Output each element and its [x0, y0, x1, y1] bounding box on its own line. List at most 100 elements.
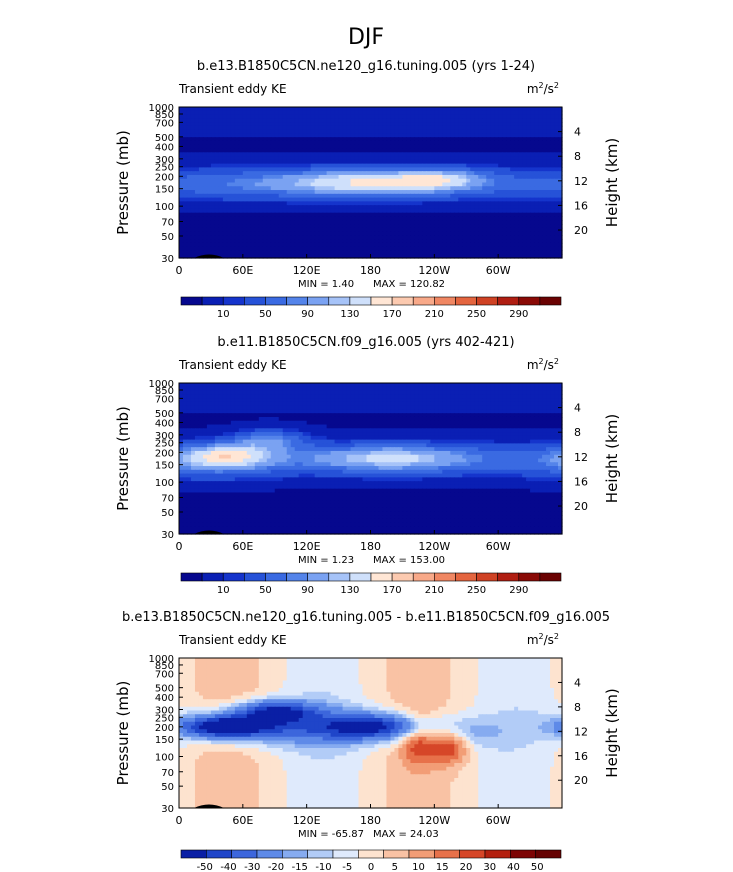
field-cell	[502, 242, 507, 248]
field-cell	[278, 110, 284, 116]
field-cell	[410, 227, 415, 233]
field-cell	[370, 110, 376, 116]
field-cell	[314, 413, 320, 418]
field-cell	[482, 197, 487, 202]
field-cell	[422, 413, 427, 418]
field-cell	[402, 231, 408, 236]
field-cell	[398, 227, 404, 233]
field-cell	[498, 386, 503, 392]
field-cell	[290, 383, 296, 388]
field-cell	[462, 208, 467, 214]
field-cell	[290, 201, 296, 206]
field-cell	[266, 167, 272, 172]
field-cell	[442, 193, 447, 199]
field-cell	[354, 216, 360, 221]
field-cell	[302, 231, 308, 236]
field-cell	[550, 110, 555, 116]
field-cell	[462, 156, 467, 161]
field-cell	[478, 409, 483, 414]
field-cell	[234, 107, 240, 112]
field-cell	[502, 220, 507, 225]
field-cell	[206, 159, 212, 165]
field-cell	[334, 401, 340, 407]
field-cell	[274, 159, 280, 165]
field-cell	[210, 201, 216, 206]
field-cell	[438, 159, 443, 165]
field-cell	[326, 409, 332, 414]
field-cell	[382, 186, 388, 191]
field-cell	[382, 152, 388, 157]
field-cell	[386, 197, 392, 202]
field-cell	[298, 114, 304, 119]
field-cell	[446, 420, 451, 426]
field-cell	[462, 242, 467, 248]
field-cell	[306, 216, 312, 221]
field-cell	[186, 383, 192, 388]
field-cell	[486, 235, 491, 240]
field-cell	[266, 174, 272, 180]
field-cell	[394, 174, 400, 180]
field-cell	[530, 201, 535, 206]
field-cell	[266, 246, 272, 252]
field-cell	[550, 174, 555, 180]
field-cell	[414, 413, 419, 418]
field-cell	[414, 159, 419, 165]
field-cell	[182, 390, 188, 395]
field-cell	[278, 190, 284, 195]
field-cell	[262, 216, 268, 221]
field-cell	[538, 174, 543, 180]
field-cell	[338, 137, 344, 142]
field-cell	[414, 416, 419, 422]
field-cell	[554, 227, 559, 233]
field-cell	[182, 409, 188, 414]
field-cell	[246, 174, 252, 180]
field-cell	[330, 201, 336, 206]
field-cell	[338, 416, 344, 422]
field-cell	[362, 140, 368, 146]
field-cell	[490, 405, 495, 411]
field-cell	[206, 383, 212, 388]
field-cell	[250, 386, 256, 392]
field-cell	[450, 107, 455, 112]
field-cell	[246, 140, 252, 146]
field-cell	[310, 398, 316, 403]
field-cell	[218, 246, 224, 252]
field-cell	[198, 201, 204, 206]
field-cell	[238, 235, 244, 240]
field-cell	[314, 118, 320, 123]
field-cell	[438, 125, 443, 131]
field-cell	[298, 133, 304, 138]
y-tick-label: 300	[155, 155, 174, 166]
field-cell	[278, 231, 284, 236]
field-cell	[414, 205, 419, 210]
field-cell	[474, 182, 479, 187]
field-cell	[398, 122, 404, 127]
field-cell	[518, 152, 523, 157]
field-cell	[402, 178, 408, 184]
field-cell	[346, 242, 352, 248]
field-cell	[506, 137, 511, 142]
field-cell	[474, 409, 479, 414]
field-cell	[338, 227, 344, 233]
field-cell	[494, 110, 499, 116]
field-cell	[242, 129, 248, 135]
field-cell	[438, 227, 443, 233]
field-cell	[426, 220, 431, 225]
field-cell	[222, 193, 228, 199]
field-cell	[558, 235, 563, 240]
field-cell	[546, 186, 551, 191]
field-cell	[450, 246, 455, 252]
field-cell	[294, 235, 300, 240]
field-cell	[462, 254, 467, 259]
field-cell	[362, 227, 368, 233]
field-cell	[198, 212, 204, 218]
field-cell	[430, 413, 435, 418]
field-cell	[478, 178, 483, 184]
field-cell	[526, 167, 531, 172]
field-cell	[326, 125, 332, 131]
field-cell	[330, 197, 336, 202]
field-cell	[370, 122, 376, 127]
field-cell	[234, 246, 240, 252]
field-cell	[262, 405, 268, 411]
field-cell	[266, 416, 272, 422]
